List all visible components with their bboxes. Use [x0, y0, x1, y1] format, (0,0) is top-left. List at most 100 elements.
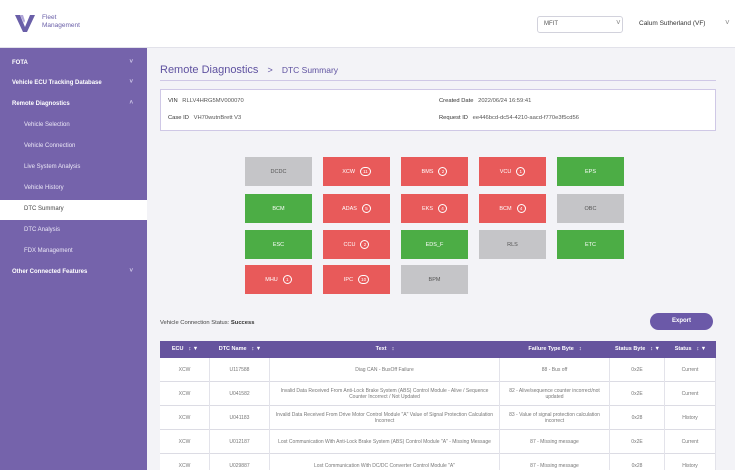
ecu-tile-bcm[interactable]: BCM 4 — [479, 194, 546, 223]
column-header-label: Failure Type Byte — [528, 346, 574, 352]
column-header-label: Text — [375, 346, 387, 352]
vehicle-info-panel: VIN RLLV4HRG5MV000070 Case ID VH70wutnBr… — [160, 89, 716, 131]
sidebar-item-live-system-analysis[interactable]: Live System Analysis — [0, 158, 147, 178]
table-row[interactable]: XCW U012187 Lost Communication With Anti-L… — [160, 430, 716, 454]
dtc-count-badge: 4 — [516, 204, 526, 213]
dtc-count-badge: 1 — [282, 275, 292, 284]
sidebar-item-remote-diagnostics[interactable]: Remote Diagnostics ˄ — [0, 95, 147, 115]
table-cell: XCW — [160, 454, 210, 470]
ecu-tile-eks[interactable]: EKS 4 — [401, 194, 468, 223]
sidebar-item-other-connected-features[interactable]: Other Connected Features ˅ — [0, 263, 147, 283]
sort-filter-icon[interactable]: ↕ ▼ — [251, 346, 262, 352]
table-row[interactable]: XCW U117588 Diag CAN - BusOff Failure 88 - … — [160, 358, 716, 382]
ecu-tile-etc[interactable]: ETC — [557, 230, 624, 259]
column-header-status[interactable]: Status ↕ ▼ — [665, 341, 716, 358]
dtc-count-badge: 4 — [438, 204, 447, 213]
sidebar-item-label: Vehicle ECU Tracking Database — [12, 80, 102, 86]
ecu-tile-name: CCU — [343, 241, 356, 248]
column-header-failure-type-byte[interactable]: Failure Type Byte ↕ — [500, 341, 610, 358]
ecu-tile-vcu[interactable]: VCU 1 — [479, 157, 546, 186]
case-info: Case ID VH70wutnBrett V3 — [168, 115, 241, 121]
sidebar-item-label: Vehicle Selection — [24, 122, 70, 128]
table-row[interactable]: XCW U029887 Lost Communication With DC/DC … — [160, 454, 716, 470]
sidebar-item-label: DTC Analysis — [24, 227, 61, 233]
ecu-tile-bpm[interactable]: BPM — [401, 265, 468, 294]
sidebar-item-label: Vehicle Connection — [24, 143, 76, 149]
table-cell: 0x28 — [610, 454, 665, 470]
table-cell: Invalid Data Received From Anti-Lock Bra… — [270, 382, 500, 406]
sidebar-item-vehicle-connection[interactable]: Vehicle Connection — [0, 137, 147, 157]
table-cell: History — [665, 454, 716, 470]
user-menu[interactable]: Calum Sutherland (VF) — [639, 20, 705, 27]
ecu-tile-ipc[interactable]: IPC 10 — [323, 265, 390, 294]
connection-status-label: Vehicle Connection Status: — [160, 320, 230, 326]
ecu-tile-name: EKS — [421, 205, 433, 212]
vin-info: VIN RLLV4HRG5MV000070 — [168, 98, 244, 104]
ecu-tile-bms[interactable]: BMS 2 — [401, 157, 468, 186]
ecu-tile-mhu[interactable]: MHU 1 — [245, 265, 312, 294]
created-date-value: 2022/06/24 16:59:41 — [478, 98, 532, 104]
sidebar-item-dtc-summary[interactable]: DTC Summary — [0, 200, 147, 220]
sidebar-item-vehicle-ecu-tracking-database[interactable]: Vehicle ECU Tracking Database ˅ — [0, 74, 147, 94]
environment-select[interactable]: MFIT — [537, 16, 623, 33]
ecu-tile-eds-f[interactable]: EDS_F — [401, 230, 468, 259]
ecu-tile-name: IPC — [343, 276, 354, 283]
ecu-tile-dcdc[interactable]: DCDC — [245, 157, 312, 186]
ecu-tile-name: EPS — [584, 168, 596, 175]
sidebar-item-label: FDX Management — [24, 248, 73, 254]
column-header-label: ECU — [171, 346, 184, 352]
vin-value: RLLV4HRG5MV000070 — [182, 98, 244, 104]
ecu-tile-name: EDS_F — [425, 241, 444, 248]
ecu-tile-rls[interactable]: RLS — [479, 230, 546, 259]
chevron-down-icon: ˅ — [129, 59, 133, 65]
export-button[interactable]: Export — [650, 313, 713, 330]
table-cell: 87 - Missing message — [500, 454, 610, 470]
sidebar-item-fdx-management[interactable]: FDX Management — [0, 242, 147, 262]
sidebar-item-vehicle-selection[interactable]: Vehicle Selection — [0, 116, 147, 136]
sidebar-item-label: DTC Summary — [24, 206, 64, 212]
connection-status-value: Success — [230, 320, 255, 326]
table-cell: Current — [665, 382, 716, 406]
table-row[interactable]: XCW U041582 Invalid Data Received From Ant… — [160, 382, 716, 406]
sidebar-item-vehicle-history[interactable]: Vehicle History — [0, 179, 147, 199]
user-name: Calum Sutherland (VF) — [639, 20, 706, 27]
table-cell: XCW — [160, 382, 210, 406]
table-cell: Diag CAN - BusOff Failure — [270, 358, 500, 382]
ecu-tile-name: RLS — [507, 241, 518, 248]
ecu-tile-adas[interactable]: ADAS 5 — [323, 194, 390, 223]
column-header-ecu[interactable]: ECU ↕ ▼ — [160, 341, 210, 358]
sort-filter-icon[interactable]: ↕ ▼ — [696, 346, 707, 352]
table-cell: 87 - Missing message — [500, 430, 610, 454]
column-header-status-byte[interactable]: Status Byte ↕ ▼ — [610, 341, 665, 358]
ecu-tile-bcm[interactable]: BCM — [245, 194, 312, 223]
user-chevron-down-icon[interactable]: ˅ — [725, 18, 730, 27]
environment-value: MFIT — [544, 21, 558, 27]
ecu-tile-obc[interactable]: OBC — [557, 194, 624, 223]
ecu-tile-name: ETC — [585, 241, 596, 248]
sidebar-item-fota[interactable]: FOTA ˅ — [0, 54, 147, 74]
table-cell: 0x2E — [610, 358, 665, 382]
sort-filter-icon[interactable]: ↕ ▼ — [188, 346, 199, 352]
ecu-tile-name: XCW — [342, 168, 356, 175]
column-header-dtc-name[interactable]: DTC Name ↕ ▼ — [210, 341, 270, 358]
chevron-down-icon: ˅ — [129, 268, 133, 274]
column-header-label: DTC Name — [218, 346, 247, 352]
ecu-tile-name: ADAS — [342, 205, 357, 212]
column-header-text[interactable]: Text ↕ — [270, 341, 500, 358]
sort-filter-icon[interactable]: ↕ — [578, 346, 582, 352]
ecu-tile-esc[interactable]: ESC — [245, 230, 312, 259]
chevron-up-icon: ˄ — [129, 100, 133, 106]
sort-filter-icon[interactable]: ↕ — [391, 346, 395, 352]
table-cell: Current — [665, 358, 716, 382]
ecu-tile-name: BPM — [428, 276, 441, 283]
logo-text: Fleet Management — [42, 14, 80, 30]
ecu-tile-ccu[interactable]: CCU 2 — [323, 230, 390, 259]
sidebar-item-dtc-analysis[interactable]: DTC Analysis — [0, 221, 147, 241]
table-row[interactable]: XCW U041183 Invalid Data Received From Dri… — [160, 406, 716, 430]
dtc-count-badge: 2 — [360, 240, 370, 249]
ecu-tile-eps[interactable]: EPS — [557, 157, 624, 186]
table-cell: 0x2E — [610, 430, 665, 454]
ecu-tile-xcw[interactable]: XCW 11 — [323, 157, 390, 186]
table-cell: 0x28 — [610, 406, 665, 430]
sort-filter-icon[interactable]: ↕ ▼ — [650, 346, 660, 352]
